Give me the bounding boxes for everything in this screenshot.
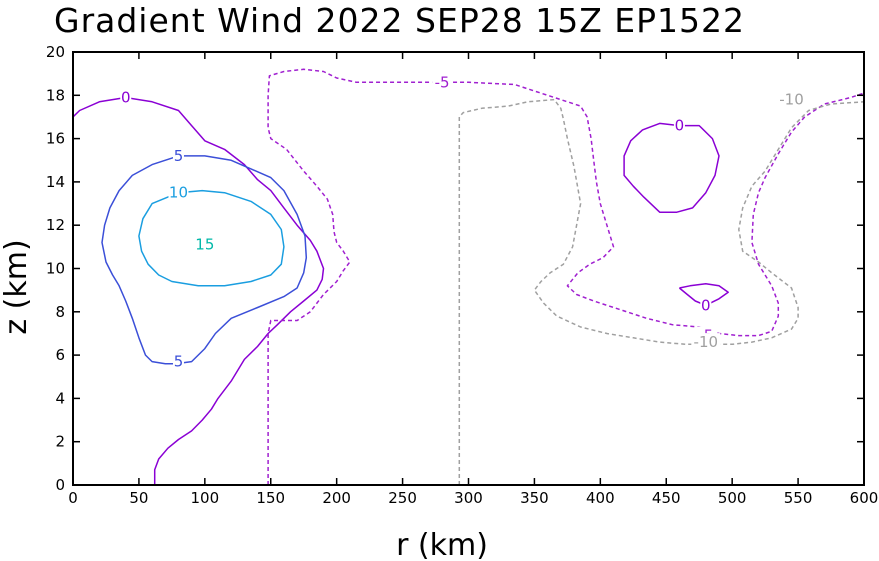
- contour-label: 5: [174, 147, 184, 165]
- x-tick-label: 550: [784, 489, 813, 507]
- y-tick-label: 16: [46, 130, 65, 148]
- contour-label: 15: [195, 236, 214, 254]
- contour-label: 0: [121, 88, 131, 106]
- y-tick-label: 12: [46, 216, 65, 234]
- x-tick-label: 350: [520, 489, 549, 507]
- x-tick-label: 400: [586, 489, 615, 507]
- contour-label: 0: [675, 117, 685, 135]
- y-tick-label: 8: [55, 303, 65, 321]
- y-tick-label: 0: [55, 476, 65, 494]
- y-axis: 0 2 4 6 8 10 12 14 16 18 20: [46, 43, 864, 494]
- contour-label-bg: [194, 235, 215, 253]
- contour-label-bg: [776, 90, 806, 108]
- contour-label: -10: [694, 333, 719, 351]
- contour-label-bg: [172, 352, 184, 370]
- x-tick-label: 250: [388, 489, 417, 507]
- x-tick-label: 600: [850, 489, 879, 507]
- contour-label: 10: [169, 184, 188, 202]
- contour-label-bg: [168, 183, 189, 201]
- y-axis-title: z (km): [0, 239, 34, 334]
- x-axis: 0 50 100 150 200 250 300 350 400 450 500 550 600: [68, 52, 878, 507]
- contour-line-0: [623, 122, 720, 213]
- y-tick-label: 2: [55, 433, 65, 451]
- contour-line-10: [138, 189, 285, 287]
- contour-line-5: [101, 155, 308, 365]
- y-tick-label: 10: [46, 260, 65, 278]
- contour-label-bg: [700, 296, 712, 314]
- contour-line-neg10: [458, 98, 865, 485]
- contour-label-bg: [120, 88, 132, 106]
- contour-label: 5: [174, 353, 184, 371]
- y-tick-label: 18: [46, 86, 65, 104]
- contour-label-bg: [691, 333, 721, 351]
- contour-label: 0: [701, 296, 711, 314]
- x-tick-label: 300: [454, 489, 483, 507]
- contour-line-0: [72, 96, 325, 485]
- plot-frame: [72, 51, 865, 486]
- contour-label-bg: [432, 73, 453, 91]
- contour-label: -5: [435, 73, 450, 91]
- x-tick-label: 500: [718, 489, 747, 507]
- x-axis-title: r (km): [396, 528, 488, 561]
- x-tick-label: 450: [652, 489, 681, 507]
- contour-label-bg: [673, 116, 685, 134]
- x-tick-label: 100: [191, 489, 220, 507]
- contour-line-0: [678, 282, 729, 307]
- y-tick-label: 14: [46, 173, 65, 191]
- chart-title: Gradient Wind 2022 SEP28 15Z EP1522: [54, 1, 745, 40]
- y-tick-label: 4: [55, 389, 65, 407]
- y-tick-label: 6: [55, 346, 65, 364]
- contour-label-bg: [172, 146, 184, 164]
- y-tick-label: 20: [46, 43, 65, 61]
- x-tick-label: 150: [256, 489, 285, 507]
- contours-layer: [72, 68, 865, 485]
- contour-label: -10: [779, 91, 804, 109]
- contour-line-neg5: [267, 68, 865, 485]
- x-tick-label: 50: [129, 489, 148, 507]
- x-tick-label: 0: [68, 489, 78, 507]
- x-tick-label: 200: [322, 489, 351, 507]
